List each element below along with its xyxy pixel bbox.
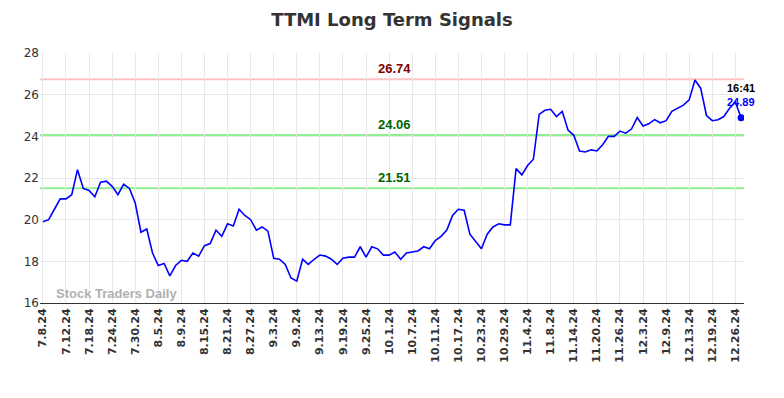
svg-text:9.3.24: 9.3.24 xyxy=(267,308,280,347)
svg-text:7.30.24: 7.30.24 xyxy=(129,308,142,355)
svg-text:26: 26 xyxy=(24,88,39,102)
svg-text:7.24.24: 7.24.24 xyxy=(106,308,119,355)
svg-text:8.27.24: 8.27.24 xyxy=(244,308,257,355)
svg-text:11.8.24: 11.8.24 xyxy=(544,308,557,355)
svg-text:9.19.24: 9.19.24 xyxy=(337,308,350,355)
svg-text:16:41: 16:41 xyxy=(727,82,755,94)
svg-text:8.21.24: 8.21.24 xyxy=(221,308,234,355)
svg-text:9.13.24: 9.13.24 xyxy=(313,308,326,355)
svg-text:9.9.24: 9.9.24 xyxy=(290,308,303,347)
svg-text:9.25.24: 9.25.24 xyxy=(360,308,373,355)
svg-text:16: 16 xyxy=(24,296,39,310)
svg-text:10.1.24: 10.1.24 xyxy=(383,308,396,355)
svg-text:12.26.24: 12.26.24 xyxy=(729,308,742,363)
svg-text:8.5.24: 8.5.24 xyxy=(152,308,165,347)
svg-text:12.3.24: 12.3.24 xyxy=(637,308,650,355)
svg-text:7.12.24: 7.12.24 xyxy=(60,308,73,355)
svg-text:24.89: 24.89 xyxy=(727,96,755,108)
svg-text:12.9.24: 12.9.24 xyxy=(660,308,673,355)
svg-text:18: 18 xyxy=(24,255,39,269)
svg-text:10.11.24: 10.11.24 xyxy=(429,308,442,363)
svg-text:11.14.24: 11.14.24 xyxy=(567,308,580,363)
svg-text:24.06: 24.06 xyxy=(378,117,411,132)
svg-text:28: 28 xyxy=(24,46,39,60)
svg-text:Stock Traders Daily: Stock Traders Daily xyxy=(56,286,177,301)
svg-text:12.19.24: 12.19.24 xyxy=(706,308,719,363)
svg-text:10.7.24: 10.7.24 xyxy=(406,308,419,355)
svg-text:21.51: 21.51 xyxy=(378,170,411,185)
svg-text:10.29.24: 10.29.24 xyxy=(498,308,511,363)
svg-text:12.13.24: 12.13.24 xyxy=(683,308,696,363)
svg-text:8.9.24: 8.9.24 xyxy=(175,308,188,347)
svg-text:24: 24 xyxy=(24,130,39,144)
svg-text:10.17.24: 10.17.24 xyxy=(452,308,465,363)
svg-text:26.74: 26.74 xyxy=(378,61,411,76)
svg-text:22: 22 xyxy=(24,171,39,185)
svg-text:7.18.24: 7.18.24 xyxy=(83,308,96,355)
svg-text:11.4.24: 11.4.24 xyxy=(521,308,534,355)
svg-text:11.20.24: 11.20.24 xyxy=(590,308,603,363)
svg-text:20: 20 xyxy=(24,213,39,227)
svg-text:8.15.24: 8.15.24 xyxy=(198,308,211,355)
svg-text:7.8.24: 7.8.24 xyxy=(36,308,49,347)
svg-text:TTMI Long Term Signals: TTMI Long Term Signals xyxy=(271,9,513,30)
svg-text:10.23.24: 10.23.24 xyxy=(475,308,488,363)
svg-text:11.26.24: 11.26.24 xyxy=(614,308,627,363)
